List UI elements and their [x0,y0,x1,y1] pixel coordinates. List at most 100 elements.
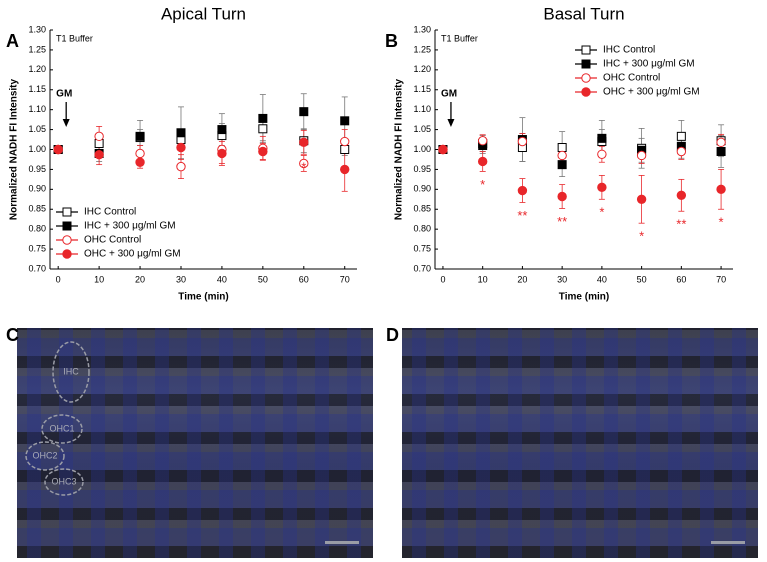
data-point [299,107,309,117]
legend-label: OHC + 300 μg/ml GM [603,87,700,98]
data-point [176,161,186,172]
x-tick-label: 50 [637,274,647,284]
significance-label: ** [557,214,567,229]
annotation: GM [56,89,72,100]
x-tick-label: 50 [258,274,268,284]
data-point [716,146,726,156]
arrowhead [447,119,455,127]
y-tick-label: 0.75 [28,243,46,253]
data-point [676,190,687,201]
data-point [438,144,448,155]
x-tick-label: 0 [56,274,61,284]
data-point [636,150,647,161]
data-point [597,182,607,193]
legend-marker [62,249,72,259]
significance-label: * [599,205,604,220]
y-tick-label: 0.80 [28,224,46,234]
data-point [557,191,567,202]
legend-label: IHC + 300 μg/ml GM [603,59,695,70]
y-tick-label: 1.10 [28,104,46,114]
y-tick-label: 0.85 [413,204,431,214]
data-point [258,113,268,123]
y-tick-label: 1.10 [413,104,431,114]
data-point [597,149,607,159]
significance-label: ** [517,208,527,223]
y-tick-label: 1.05 [413,124,431,134]
y-tick-label: 0.95 [413,164,431,174]
cell-label: OHC1 [49,423,74,433]
y-tick-label: 1.25 [28,44,46,54]
legend-marker [62,221,72,231]
y-tick-label: 1.25 [413,44,431,54]
y-tick-label: 0.70 [28,263,46,273]
data-point [517,136,528,147]
data-point [217,125,227,135]
legend-marker [581,73,591,83]
y-tick-label: 1.30 [28,24,46,34]
legend-label: OHC + 300 μg/ml GM [84,249,181,260]
x-tick-label: 30 [557,274,567,284]
data-point [636,194,647,204]
data-point [94,149,104,160]
y-tick-label: 0.95 [28,164,46,174]
y-tick-label: 1.00 [28,144,46,154]
legend-label: OHC Control [84,235,141,246]
data-point [258,124,268,134]
outline [41,414,83,444]
x-tick-label: 60 [299,274,309,284]
outline [25,441,65,471]
legend-marker [581,45,591,55]
y-tick-label: 0.90 [413,184,431,194]
data-point [340,164,350,175]
x-tick-label: 20 [517,274,527,284]
legend-label: IHC Control [84,207,136,218]
y-tick-label: 0.90 [28,184,46,194]
cell-label: IHC [63,366,79,376]
data-point [557,150,567,161]
data-point [340,116,350,126]
y-tick-label: 1.15 [28,84,46,94]
significance-label: * [480,177,485,192]
data-point [557,160,567,170]
data-point [340,145,350,154]
x-tick-label: 70 [716,274,726,284]
significance-label: * [639,229,644,244]
data-point [299,137,309,148]
y-axis-label: Normalized NADH FI Intensity [394,79,405,221]
data-point [299,158,309,169]
y-tick-label: 0.80 [413,224,431,234]
x-tick-label: 10 [478,274,488,284]
cell-labels: IHC OHC1 OHC2 OHC3 [32,366,79,486]
panel-label: D [386,325,399,345]
panel-label: A [6,31,19,51]
y-tick-label: 1.15 [413,84,431,94]
x-tick-label: 70 [340,274,350,284]
panel-label: C [6,325,19,345]
legend-label: OHC Control [603,73,660,84]
y-tick-label: 0.70 [413,263,431,273]
cell-label: OHC2 [32,450,57,460]
scale-bar [711,541,745,544]
data-point [53,144,63,155]
x-tick-label: 40 [217,274,227,284]
cell-outlines [25,341,90,496]
significance-label: ** [676,217,686,232]
data-point [676,131,686,141]
legend-marker [581,59,591,69]
y-tick-label: 1.30 [413,24,431,34]
data-point [258,146,268,157]
data-point [716,184,726,195]
data-point [135,131,145,141]
y-tick-label: 1.20 [413,64,431,74]
data-point [477,136,488,146]
data-point [517,185,528,196]
legend-marker [62,207,72,217]
y-tick-label: 1.20 [28,64,46,74]
x-tick-label: 20 [135,274,145,284]
data-point [597,133,607,143]
x-tick-label: 30 [176,274,186,284]
legend-marker [581,87,591,97]
data-point [716,137,726,148]
